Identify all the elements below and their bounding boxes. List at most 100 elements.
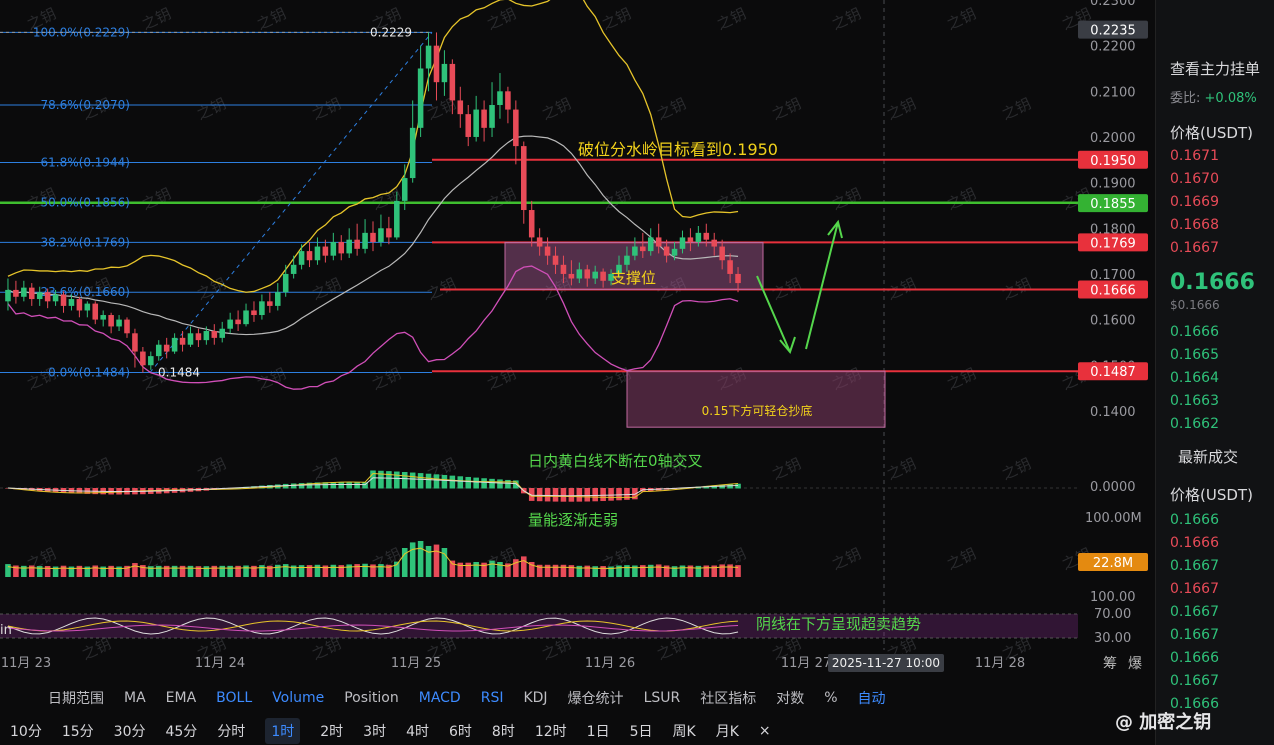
toolbar-item[interactable]: BOLL [216,690,253,706]
trade-price: 0.1666 [1170,650,1219,666]
candle-body [433,45,440,83]
toolbar-item[interactable]: LSUR [643,690,681,706]
volume-bar [76,565,83,577]
orderbook-title[interactable]: 查看主力挂单 [1170,60,1261,78]
candle-body [322,246,329,256]
annotation-text: 阴线在下方呈现超卖趋势 [756,615,921,633]
volume-bar [140,565,146,577]
toolbar-item[interactable]: KDJ [523,690,548,706]
orderbook-panel: 查看主力挂单 委比: +0.08% 价格(USDT) 0.1671 0.1670 0… [1155,0,1274,745]
price-axis-label: 0.1700 [1090,268,1136,283]
macd-bar [290,483,297,489]
candle-body [338,241,345,254]
candle-body [259,301,265,316]
candle-body [497,91,503,106]
macd-bar [544,488,551,502]
macd-bar [457,476,464,489]
crosshair-time-label: 2025-11-27 10:00 [832,656,940,670]
candle-body [489,105,495,128]
macd-bar [552,488,559,502]
macd-bar [298,483,305,489]
candle-body [354,239,360,249]
macd-bar [584,488,591,502]
timeframe-13[interactable]: 5日 [629,723,653,740]
volume-bar [735,565,741,577]
timeframe-10[interactable]: 8时 [491,723,515,740]
macd-bar [409,472,416,489]
arrow-down-line [756,275,791,353]
macd-bar [338,482,345,489]
candle-body [140,351,146,366]
timeframe-9[interactable]: 6时 [449,723,472,740]
volume-bar [274,564,281,577]
candle-body [386,228,392,238]
timeframe-3[interactable]: 45分 [165,723,198,740]
toolbar-item[interactable]: % [824,690,838,706]
toolbar-item[interactable]: 社区指标 [700,691,757,707]
volume-bar [719,564,725,577]
timeframe-11[interactable]: 12时 [534,723,567,740]
candle-body [211,331,218,338]
timeframe-8[interactable]: 4时 [406,723,429,740]
volume-bar [251,565,257,577]
candle-body [449,63,456,101]
volume-bar [536,564,543,577]
ask-price: 0.1667 [1170,240,1219,256]
ask-price: 0.1669 [1170,194,1219,210]
toolbar-item[interactable]: MACD [418,690,461,706]
macd-bar [386,471,392,489]
macd-bar [394,471,400,489]
candle-body [378,228,384,242]
macd-bar [441,474,448,489]
toolbar-item[interactable]: 日期范围 [48,691,104,707]
toolbar-item[interactable]: EMA [165,690,197,706]
toolbar-item[interactable]: RSI [480,690,504,706]
swing-low-label: 0.1484 [158,366,200,380]
timeframe-0[interactable]: 10分 [10,723,42,740]
toolbar-item[interactable]: 自动 [857,691,886,707]
volume-bar [354,564,360,577]
candle-body [528,210,535,238]
timeframe-5[interactable]: 1时 [265,717,301,744]
timeframe-14[interactable]: 周K [672,723,696,740]
volume-bar [132,563,138,577]
toolbar-item[interactable]: MA [124,690,146,706]
toolbar-item[interactable]: Position [344,690,399,706]
candle-body [616,264,622,274]
toolbar-item[interactable]: 对数 [776,691,805,707]
axis-word: 爆 [1128,656,1142,672]
timeframe-7[interactable]: 3时 [363,723,387,740]
trades-header[interactable]: 最新成交 [1178,448,1239,466]
macd-bar [528,488,535,501]
toolbar-item[interactable]: 爆仓统计 [567,691,624,707]
volume-bar [663,565,670,577]
fib-label: 38.2%(0.1769) [41,235,130,249]
timeframe-6[interactable]: 2时 [320,723,344,740]
toolbar-item[interactable]: Volume [272,690,325,706]
volume-bar [552,564,559,577]
volume-bar [124,565,130,577]
time-axis-label: 11月 23 [1,656,51,671]
price-tag-label: 0.2235 [1090,24,1136,39]
candle-body [441,63,448,83]
candle-body [560,264,567,274]
candle-body [227,319,233,329]
timeframe-4[interactable]: 分时 [217,723,246,740]
price-tag-label: 0.1769 [1090,236,1136,251]
close-icon[interactable]: × [758,722,771,739]
candle-body [647,237,654,252]
candle-body [163,344,170,352]
timeframe-12[interactable]: 1日 [586,723,610,740]
timeframe-15[interactable]: 月K [715,723,739,740]
trade-price: 0.1667 [1170,627,1219,643]
macd-bar [576,488,583,502]
volume-bar [155,565,162,577]
timeframe-2[interactable]: 30分 [113,723,146,740]
price-axis-label: 0.2100 [1090,85,1136,100]
annotation-text: 破位分水岭目标看到0.1950 [578,140,778,159]
timeframe-1[interactable]: 15分 [61,723,94,740]
candle-body [655,237,662,247]
trade-price: 0.1666 [1170,535,1219,551]
macd-bar [425,473,432,489]
